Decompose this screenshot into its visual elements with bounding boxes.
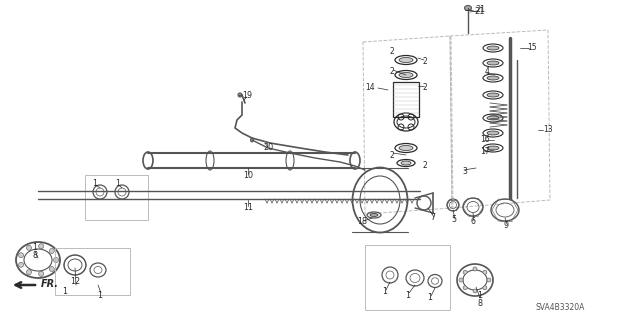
Circle shape xyxy=(459,278,463,282)
Text: 20: 20 xyxy=(263,144,273,152)
Text: 1: 1 xyxy=(93,179,97,188)
Ellipse shape xyxy=(487,131,499,135)
Text: 11: 11 xyxy=(243,204,253,212)
Text: 16: 16 xyxy=(480,136,490,145)
Ellipse shape xyxy=(238,93,242,97)
Ellipse shape xyxy=(465,5,472,11)
Text: 4: 4 xyxy=(484,68,490,77)
Text: 19: 19 xyxy=(242,91,252,100)
Text: 2: 2 xyxy=(422,57,428,66)
Text: 2: 2 xyxy=(390,48,394,56)
Ellipse shape xyxy=(487,61,499,65)
Text: 10: 10 xyxy=(243,172,253,181)
Ellipse shape xyxy=(487,93,499,97)
Text: 21: 21 xyxy=(475,5,485,14)
Ellipse shape xyxy=(399,145,413,151)
Circle shape xyxy=(487,278,491,282)
Circle shape xyxy=(54,257,58,263)
Text: 1: 1 xyxy=(63,287,67,296)
Text: SVA4B3320A: SVA4B3320A xyxy=(535,303,585,313)
Circle shape xyxy=(26,270,31,275)
Circle shape xyxy=(473,267,477,271)
Circle shape xyxy=(483,270,487,274)
Text: 7: 7 xyxy=(431,213,436,222)
Text: 17: 17 xyxy=(480,147,490,157)
Bar xyxy=(393,82,419,117)
Ellipse shape xyxy=(487,146,499,150)
Text: FR.: FR. xyxy=(41,279,59,289)
Text: 14: 14 xyxy=(365,84,375,93)
Ellipse shape xyxy=(487,46,499,50)
Text: 1: 1 xyxy=(428,293,433,302)
Text: 9: 9 xyxy=(504,220,509,229)
Text: 8: 8 xyxy=(33,251,38,261)
Ellipse shape xyxy=(399,72,413,78)
Circle shape xyxy=(49,266,54,271)
Circle shape xyxy=(38,244,44,249)
Ellipse shape xyxy=(250,138,253,142)
Text: 1: 1 xyxy=(406,291,410,300)
Text: 2: 2 xyxy=(390,151,394,160)
Text: 18: 18 xyxy=(357,218,367,226)
Text: 3: 3 xyxy=(463,167,467,176)
Text: 5: 5 xyxy=(451,216,456,225)
Circle shape xyxy=(463,270,467,274)
Ellipse shape xyxy=(370,213,378,217)
Text: 2: 2 xyxy=(422,84,428,93)
Circle shape xyxy=(38,271,44,276)
Circle shape xyxy=(473,289,477,293)
Circle shape xyxy=(49,249,54,254)
Text: 15: 15 xyxy=(527,43,537,53)
Text: 12: 12 xyxy=(70,278,80,286)
Circle shape xyxy=(26,245,31,250)
Circle shape xyxy=(483,286,487,290)
Text: 1: 1 xyxy=(115,179,120,188)
Text: 1: 1 xyxy=(33,243,38,253)
Ellipse shape xyxy=(487,76,499,80)
Text: 21: 21 xyxy=(475,8,485,17)
Text: 8: 8 xyxy=(477,299,483,308)
Text: 1: 1 xyxy=(477,291,483,300)
Text: 1: 1 xyxy=(97,291,102,300)
Text: 1: 1 xyxy=(383,287,387,296)
Text: 6: 6 xyxy=(470,218,476,226)
Ellipse shape xyxy=(487,116,499,120)
Ellipse shape xyxy=(401,161,411,165)
Ellipse shape xyxy=(399,57,413,63)
Text: 2: 2 xyxy=(390,68,394,77)
Text: 2: 2 xyxy=(422,160,428,169)
Circle shape xyxy=(19,262,24,267)
Circle shape xyxy=(463,286,467,290)
Circle shape xyxy=(19,253,24,258)
Text: 13: 13 xyxy=(543,125,553,135)
